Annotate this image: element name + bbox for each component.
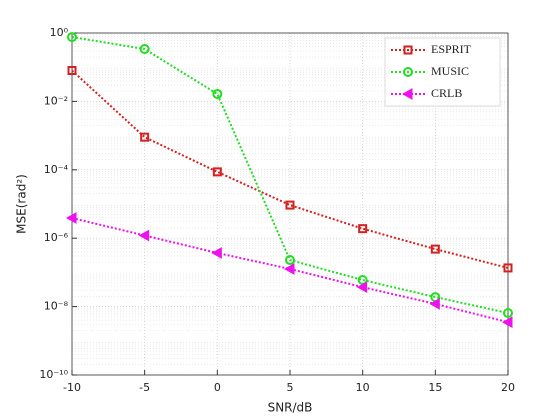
legend: ESPRIT MUSIC CRLB: [384, 37, 501, 107]
legend-marker: [403, 67, 413, 77]
y-axis-label: MSE(rad²): [15, 174, 29, 234]
marker: [67, 32, 77, 43]
y-tick-label: 10⁻⁸: [44, 300, 69, 313]
marker: [285, 255, 295, 266]
x-tick-label: -10: [63, 381, 81, 394]
legend-label: ESPRIT: [431, 42, 472, 56]
marker: [211, 247, 222, 259]
marker: [503, 307, 513, 318]
marker: [356, 281, 368, 294]
marker: [67, 66, 77, 76]
legend-marker: [403, 45, 413, 55]
marker: [429, 298, 440, 310]
marker: [212, 88, 223, 99]
x-tick-label: -5: [139, 381, 150, 394]
x-axis-label: SNR/dB: [268, 401, 313, 415]
x-tick-label: 5: [287, 381, 294, 394]
marker: [285, 200, 295, 210]
marker: [283, 263, 295, 275]
x-tick-label: 20: [501, 381, 515, 394]
marker: [503, 263, 513, 273]
y-tick-label: 10⁻¹⁰: [39, 368, 68, 381]
marker: [65, 212, 77, 224]
y-tick-label: 10⁻²: [44, 94, 68, 107]
legend-label: MUSIC: [431, 64, 469, 78]
marker: [138, 229, 150, 242]
marker: [501, 316, 513, 329]
y-tick-label: 10⁻⁴: [44, 163, 69, 176]
plot-frame: [71, 32, 509, 376]
series-line: [71, 36, 509, 314]
y-tick-label: 10⁰: [50, 26, 69, 39]
legend-label: CRLB: [431, 86, 462, 100]
marker: [139, 44, 150, 55]
marker: [430, 244, 440, 254]
legend-marker: [401, 88, 413, 100]
marker: [140, 132, 150, 142]
x-tick-label: 15: [428, 381, 442, 394]
marker: [212, 167, 222, 177]
x-tick-label: 0: [214, 381, 221, 394]
x-tick-label: 10: [356, 381, 370, 394]
marker: [358, 224, 368, 234]
y-tick-label: 10⁻⁶: [44, 231, 69, 244]
